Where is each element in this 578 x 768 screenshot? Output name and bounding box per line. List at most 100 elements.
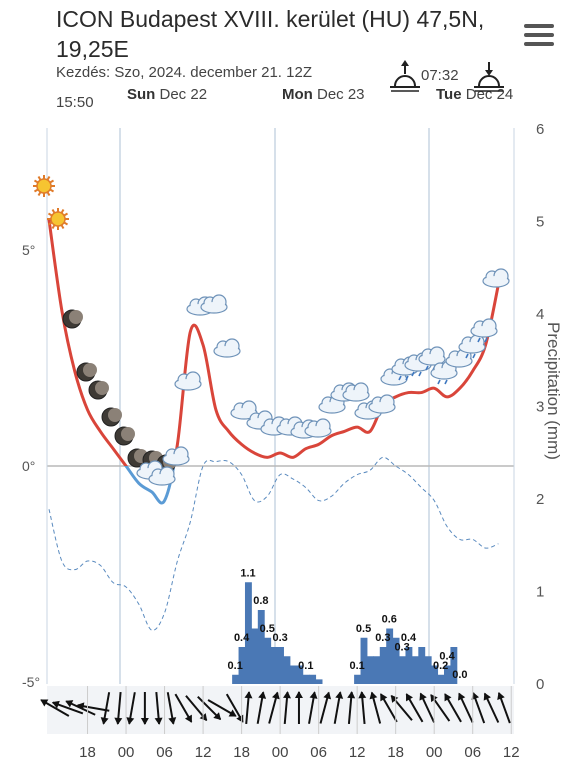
precip-bar xyxy=(270,647,278,684)
moon-icon xyxy=(101,407,122,427)
hamburger-menu-icon[interactable] xyxy=(524,24,554,48)
right-tick-label: 3 xyxy=(536,399,544,416)
moon-shade xyxy=(69,310,83,324)
wind-head xyxy=(184,714,192,723)
cloud-icon xyxy=(368,394,396,414)
precip-bar xyxy=(257,610,265,684)
precip-bar xyxy=(379,647,387,684)
lines xyxy=(47,219,500,631)
precip-bar xyxy=(431,665,439,684)
x-tick-label: 06 xyxy=(156,744,173,761)
wind-head xyxy=(100,717,109,725)
wind-arrow xyxy=(294,691,303,724)
precip-value-label: 0.5 xyxy=(356,623,371,635)
day-name: Tue xyxy=(436,86,462,103)
cloud-icon xyxy=(200,294,228,314)
wind-arrow xyxy=(471,692,486,724)
precip-bar xyxy=(289,665,297,684)
wind-head xyxy=(323,691,332,700)
cloud-fill xyxy=(232,408,256,418)
cloud-fill xyxy=(460,342,484,352)
precip-value-label: 0.4 xyxy=(401,632,417,644)
cloud-fill xyxy=(484,276,508,286)
wind-head xyxy=(380,693,388,702)
wind-head xyxy=(244,691,253,699)
wind-arrow xyxy=(333,691,344,724)
dewpoint-line xyxy=(48,456,499,631)
x-tick-label: 18 xyxy=(387,744,404,761)
wind-head xyxy=(258,691,267,699)
precip-bar xyxy=(437,674,445,684)
cloud-fill xyxy=(432,368,456,378)
precip-value-label: 0.5 xyxy=(260,623,275,635)
wind-head xyxy=(65,700,74,708)
wind-arrow xyxy=(268,691,280,724)
arrow-head xyxy=(401,60,409,66)
temperature-line xyxy=(47,219,500,466)
precip-bar xyxy=(450,647,458,684)
precip-bar xyxy=(405,647,413,684)
cloud-fill xyxy=(472,326,496,336)
rain-drop xyxy=(477,337,481,343)
precip-bar xyxy=(399,656,406,684)
cloud-icon xyxy=(213,338,241,358)
cloud-icon xyxy=(482,268,510,288)
wind-head xyxy=(154,717,163,725)
x-tick-label: 12 xyxy=(349,744,366,761)
sun-disc xyxy=(50,211,66,227)
rain-drop xyxy=(465,353,469,359)
cloud-icon xyxy=(162,446,190,466)
day-date: Dec 23 xyxy=(313,86,365,103)
day-label-mon: Mon Dec 23 xyxy=(282,86,365,103)
wind-arrow xyxy=(347,691,356,725)
chart-header: ICON Budapest XVIII. kerület (HU) 47,5N,… xyxy=(0,0,578,130)
wind-arrow xyxy=(458,692,474,723)
day-date: Dec 24 xyxy=(462,86,514,103)
precip-bar xyxy=(232,674,240,684)
wind-head xyxy=(347,691,356,699)
wind-arrow xyxy=(256,691,267,724)
wind-head xyxy=(168,717,177,725)
wind-head xyxy=(458,692,466,701)
cloud-fill xyxy=(447,356,471,366)
precip-bar xyxy=(373,656,381,684)
wind-head xyxy=(390,694,399,703)
wind-arrow xyxy=(244,691,253,725)
wind-arrow xyxy=(497,692,511,724)
x-tick-label: 18 xyxy=(233,744,250,761)
cloud-icon xyxy=(445,348,473,368)
wind-head xyxy=(358,691,367,699)
precip-bar xyxy=(296,665,304,684)
x-tick-label: 18 xyxy=(79,744,96,761)
precip-bar xyxy=(443,665,451,684)
wind-arrow xyxy=(40,699,70,717)
wind-arrow xyxy=(207,699,237,717)
grid: Sun Dec 22 Mon Dec 23 Tue Dec 24 xyxy=(46,86,515,684)
right-tick-label: 0 xyxy=(536,676,544,693)
header-icons: 07:32 15:50 xyxy=(56,60,504,111)
wind-head xyxy=(228,709,237,717)
right-tick-label: 1 xyxy=(536,584,544,601)
precip-bar xyxy=(418,647,426,684)
sun-half xyxy=(478,75,500,87)
precip-bar xyxy=(354,674,362,684)
arrow-head xyxy=(485,70,493,76)
wind-head xyxy=(406,693,413,702)
wind-head xyxy=(419,692,427,701)
wind-arrow xyxy=(390,694,413,721)
rain-drop xyxy=(444,379,448,385)
wind-head xyxy=(471,692,480,700)
sunrise-icon xyxy=(390,60,420,92)
rain-drop xyxy=(472,353,476,359)
precip-value-label: 0.1 xyxy=(350,660,365,672)
precip-value-label: 0.0 xyxy=(452,669,467,681)
precip-value-label: 0.8 xyxy=(253,595,268,607)
start-label: Kezdés: Szo, 2024. december 21. 12Z xyxy=(56,64,312,81)
moon-icon xyxy=(62,309,83,329)
wind-arrow xyxy=(379,693,398,723)
wind-arrow xyxy=(174,693,193,723)
day-name: Sun xyxy=(127,86,155,103)
day-name: Mon xyxy=(282,86,313,103)
precip-bar xyxy=(360,637,368,684)
